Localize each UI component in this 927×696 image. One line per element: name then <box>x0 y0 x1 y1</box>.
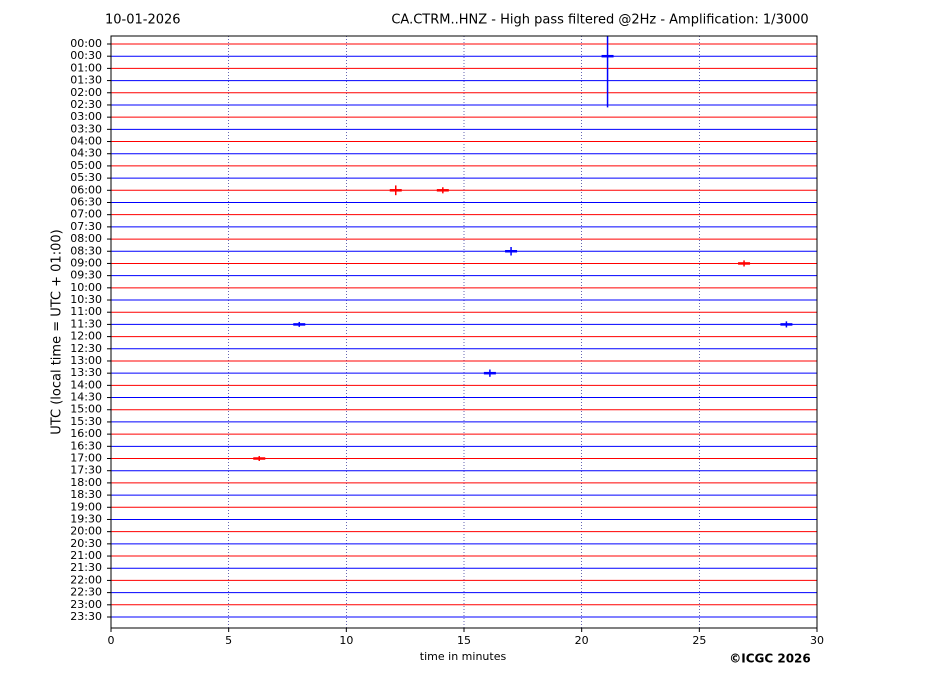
x-tick-label: 10 <box>339 634 353 647</box>
y-tick-label: 08:30 <box>70 244 102 257</box>
y-tick-label: 01:00 <box>70 61 102 74</box>
y-tick-label: 06:00 <box>70 183 102 196</box>
y-tick-label: 05:00 <box>70 159 102 172</box>
y-tick-label: 17:00 <box>70 452 102 465</box>
x-tick-label: 25 <box>692 634 706 647</box>
y-tick-label: 13:30 <box>70 366 102 379</box>
y-tick-label: 17:30 <box>70 464 102 477</box>
y-tick-label: 14:30 <box>70 391 102 404</box>
y-tick-label: 14:00 <box>70 378 102 391</box>
y-tick-label: 21:00 <box>70 549 102 562</box>
y-tick-label: 04:30 <box>70 147 102 160</box>
y-tick-label: 07:00 <box>70 208 102 221</box>
y-tick-label: 13:00 <box>70 354 102 367</box>
y-tick-label: 23:30 <box>70 610 102 623</box>
y-tick-label: 00:30 <box>70 49 102 62</box>
y-tick-label: 00:00 <box>70 37 102 50</box>
y-tick-label: 11:00 <box>70 305 102 318</box>
x-tick-label: 20 <box>575 634 589 647</box>
y-tick-label: 12:30 <box>70 342 102 355</box>
y-tick-label: 02:00 <box>70 86 102 99</box>
credit: ©ICGC 2026 <box>729 652 811 666</box>
y-tick-label: 18:00 <box>70 476 102 489</box>
y-tick-label: 11:30 <box>70 317 102 330</box>
y-tick-label: 18:30 <box>70 488 102 501</box>
chart-title: CA.CTRM..HNZ - High pass filtered @2Hz -… <box>391 13 808 28</box>
x-tick-label: 0 <box>108 634 115 647</box>
y-tick-label: 23:00 <box>70 598 102 611</box>
y-tick-label: 16:00 <box>70 427 102 440</box>
y-tick-label: 22:30 <box>70 586 102 599</box>
x-tick-label: 15 <box>457 634 471 647</box>
y-tick-label: 12:00 <box>70 330 102 343</box>
y-tick-label: 10:30 <box>70 293 102 306</box>
y-tick-label: 21:30 <box>70 561 102 574</box>
y-tick-label: 04:00 <box>70 135 102 148</box>
y-tick-label: 10:00 <box>70 281 102 294</box>
y-tick-label: 15:30 <box>70 415 102 428</box>
y-tick-label: 09:30 <box>70 269 102 282</box>
y-tick-label: 03:30 <box>70 122 102 135</box>
y-tick-label: 19:30 <box>70 512 102 525</box>
y-tick-label: 19:00 <box>70 500 102 513</box>
y-tick-label: 09:00 <box>70 256 102 269</box>
y-tick-label: 01:30 <box>70 74 102 87</box>
x-tick-label: 30 <box>810 634 824 647</box>
x-axis-label: time in minutes <box>420 650 507 663</box>
y-tick-label: 02:30 <box>70 98 102 111</box>
plot-area <box>111 36 817 628</box>
y-tick-label: 08:00 <box>70 232 102 245</box>
y-tick-label: 20:30 <box>70 537 102 550</box>
y-tick-label: 05:30 <box>70 171 102 184</box>
y-tick-label: 15:00 <box>70 403 102 416</box>
plot-frame <box>110 35 818 629</box>
y-tick-label: 06:30 <box>70 195 102 208</box>
y-tick-label: 22:00 <box>70 573 102 586</box>
y-tick-label: 07:30 <box>70 220 102 233</box>
x-tick-label: 5 <box>225 634 232 647</box>
y-axis-label: UTC (local time = UTC + 01:00) <box>50 229 65 434</box>
y-tick-label: 16:30 <box>70 439 102 452</box>
y-tick-label: 20:00 <box>70 525 102 538</box>
y-tick-label: 03:00 <box>70 110 102 123</box>
date: 10-01-2026 <box>105 13 181 28</box>
